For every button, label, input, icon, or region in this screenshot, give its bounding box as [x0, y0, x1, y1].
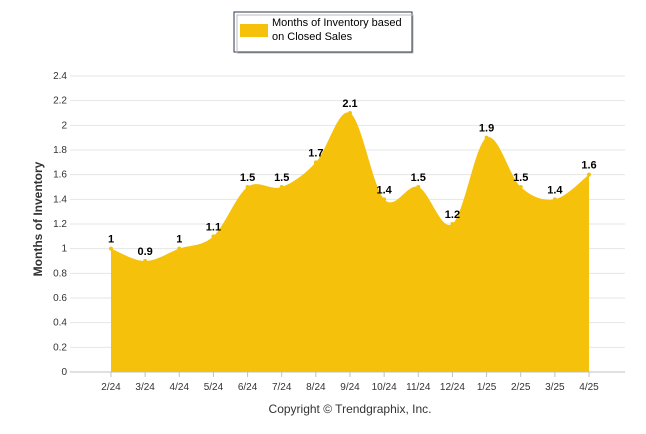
y-tick-label: 2: [61, 120, 67, 131]
data-point[interactable]: [382, 197, 387, 202]
data-point[interactable]: [348, 111, 352, 115]
x-tick-label: 2/25: [511, 382, 531, 393]
data-label: 1.5: [274, 172, 289, 184]
data-label: 2.1: [342, 98, 357, 110]
y-tick-label: 1.8: [53, 145, 67, 156]
data-point[interactable]: [177, 246, 182, 251]
y-tick-label: 1.2: [53, 219, 67, 230]
data-point[interactable]: [450, 222, 455, 226]
data-point[interactable]: [484, 135, 489, 140]
data-label: 1.4: [376, 184, 392, 196]
x-tick-label: 7/24: [272, 382, 292, 393]
legend-swatch: [240, 24, 268, 37]
y-tick-label: 2.2: [53, 96, 67, 107]
legend-shadow: [236, 14, 414, 54]
data-label: 1.5: [411, 172, 426, 184]
y-axis-ticks: 0 0.2 0.4 0.6 0.8 1 1.2 1.4 1.6 1.8 2 2.2 2.4: [53, 71, 67, 378]
data-point[interactable]: [211, 234, 216, 239]
y-tick-label: 0.8: [53, 268, 67, 279]
data-label: 0.9: [137, 246, 152, 258]
x-tick-label: 5/24: [204, 382, 224, 393]
x-tick-label: 8/24: [306, 382, 326, 393]
x-tick-label: 4/25: [579, 382, 599, 393]
x-tick-label: 10/24: [372, 382, 397, 393]
data-point[interactable]: [313, 160, 318, 165]
data-label: 1: [108, 234, 114, 246]
data-label: 1.5: [513, 172, 528, 184]
data-label: 1: [176, 234, 182, 246]
data-point[interactable]: [587, 172, 591, 177]
data-points: [109, 111, 591, 263]
y-tick-label: 0.4: [53, 318, 67, 329]
data-labels: 1 0.9 1 1.1 1.5 1.5 1.7 2.1 1.4 1.5 1.2 1.9 1.5 1.4 1.…: [108, 98, 597, 258]
y-tick-label: 0.2: [53, 342, 67, 353]
x-tick-label: 6/24: [238, 382, 258, 393]
data-label: 1.9: [479, 123, 494, 135]
data-label: 1.4: [547, 184, 563, 196]
data-label: 1.2: [445, 209, 460, 221]
y-tick-label: 1.4: [53, 194, 67, 205]
data-point[interactable]: [279, 185, 284, 189]
x-axis-ticks: 2/24 3/24 4/24 5/24 6/24 7/24 8/24 9/24 10/24 11/…: [101, 372, 599, 393]
x-tick-label: 4/24: [170, 382, 190, 393]
y-tick-label: 2.4: [53, 71, 67, 82]
data-label: 1.7: [308, 147, 323, 159]
y-tick-label: 0.6: [53, 293, 67, 304]
x-tick-label: 3/24: [135, 382, 155, 393]
data-label: 1.1: [206, 221, 221, 233]
y-tick-label: 1.6: [53, 170, 67, 181]
data-label: 1.6: [581, 160, 596, 172]
y-tick-label: 1: [61, 244, 67, 255]
data-point[interactable]: [109, 246, 113, 251]
data-label: 1.5: [240, 172, 255, 184]
x-tick-label: 11/24: [406, 382, 431, 393]
legend-label-line2: on Closed Sales: [272, 31, 353, 43]
copyright-text: Copyright © Trendgraphix, Inc.: [269, 402, 432, 416]
x-tick-label: 1/25: [477, 382, 497, 393]
x-tick-label: 12/24: [440, 382, 465, 393]
data-point[interactable]: [518, 185, 523, 189]
data-point[interactable]: [416, 185, 421, 189]
y-tick-label: 0: [61, 367, 67, 378]
legend-label-line1: Months of Inventory based: [272, 17, 402, 29]
data-point[interactable]: [245, 185, 250, 189]
data-point[interactable]: [143, 259, 148, 263]
x-tick-label: 2/24: [101, 382, 121, 393]
y-axis-title: Months of Inventory: [31, 161, 45, 276]
area-series: [111, 112, 589, 372]
x-tick-label: 9/24: [340, 382, 360, 393]
data-point[interactable]: [552, 197, 557, 202]
legend[interactable]: Months of Inventory based on Closed Sale…: [233, 11, 414, 54]
x-tick-label: 3/25: [545, 382, 565, 393]
